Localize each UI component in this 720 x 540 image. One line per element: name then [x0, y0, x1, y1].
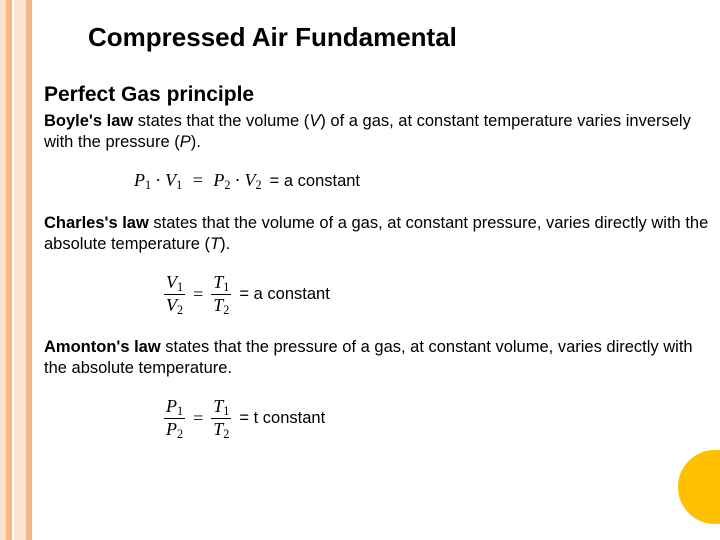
- eq3-T1-sub: 1: [223, 404, 229, 418]
- eq2-frac-left: V1 V2: [164, 273, 185, 318]
- eq1-eq: =: [187, 170, 209, 190]
- eq2-V1-sym: V: [166, 272, 177, 292]
- eq3-frac-left: P1 P2: [164, 397, 185, 442]
- decor-stripe-2: [6, 0, 12, 540]
- charles-text-b: ).: [220, 235, 230, 253]
- eq2-after: = a constant: [239, 285, 329, 304]
- eq1-V1-sym: V: [165, 170, 176, 190]
- eq3-eq: =: [185, 408, 211, 429]
- boyle-equation: P1·V1 = P2·V2 = a constant: [134, 170, 710, 193]
- amonton-paragraph: Amonton's law states that the pressure o…: [44, 337, 710, 378]
- eq2-T2-sub: 2: [223, 303, 229, 317]
- amonton-equation: P1 P2 = T1 T2 = t constant: [164, 397, 710, 442]
- charles-equation: V1 V2 = T1 T2 = a constant: [164, 273, 710, 318]
- eq3-P2-sub: 2: [177, 428, 183, 442]
- eq3-T2-sym: T: [213, 419, 223, 439]
- boyle-V: V: [309, 112, 320, 130]
- decor-stripe-4: [26, 0, 32, 540]
- page-title: Compressed Air Fundamental: [88, 22, 710, 53]
- eq1-V2-sym: V: [245, 170, 256, 190]
- eq3-P1-sub: 1: [177, 404, 183, 418]
- eq1-P2-sym: P: [213, 170, 224, 190]
- boyle-text-a: states that the volume (: [133, 112, 309, 130]
- eq3-T1-sym: T: [213, 396, 223, 416]
- slide-content: Compressed Air Fundamental Perfect Gas p…: [44, 0, 710, 461]
- charles-T: T: [210, 235, 220, 253]
- boyle-text-c: ).: [191, 133, 201, 151]
- eq2-frac-right: T1 T2: [211, 273, 231, 318]
- eq3-math: P1 P2 = T1 T2: [164, 397, 231, 442]
- eq3-P1-sym: P: [166, 396, 177, 416]
- eq1-dot2: ·: [231, 170, 245, 190]
- eq3-after: = t constant: [239, 409, 325, 428]
- eq2-V2-sub: 2: [177, 303, 183, 317]
- decor-stripe-3: [14, 0, 26, 540]
- charles-label: Charles's law: [44, 214, 149, 232]
- eq3-T2-sub: 2: [223, 428, 229, 442]
- eq3-frac-right: T1 T2: [211, 397, 231, 442]
- eq1-P1-sym: P: [134, 170, 145, 190]
- subtitle: Perfect Gas principle: [44, 83, 710, 107]
- eq2-math: V1 V2 = T1 T2: [164, 273, 231, 318]
- eq2-eq: =: [185, 284, 211, 305]
- eq3-P2-sym: P: [166, 419, 177, 439]
- eq2-T1-sub: 1: [223, 280, 229, 294]
- eq2-T2-sym: T: [213, 295, 223, 315]
- boyle-label: Boyle's law: [44, 112, 133, 130]
- boyle-P: P: [180, 133, 191, 151]
- eq2-V2-sym: V: [166, 295, 177, 315]
- eq1-math: P1·V1 = P2·V2: [134, 170, 262, 193]
- eq1-after: = a constant: [270, 172, 360, 191]
- eq1-dot1: ·: [151, 170, 165, 190]
- eq2-T1-sym: T: [213, 272, 223, 292]
- eq1-P2-sub: 2: [224, 178, 230, 192]
- eq2-V1-sub: 1: [177, 280, 183, 294]
- amonton-label: Amonton's law: [44, 338, 161, 356]
- eq1-V2-sub: 2: [256, 178, 262, 192]
- eq1-V1-sub: 1: [176, 178, 182, 192]
- charles-paragraph: Charles's law states that the volume of …: [44, 213, 710, 254]
- boyle-paragraph: Boyle's law states that the volume (V) o…: [44, 111, 710, 152]
